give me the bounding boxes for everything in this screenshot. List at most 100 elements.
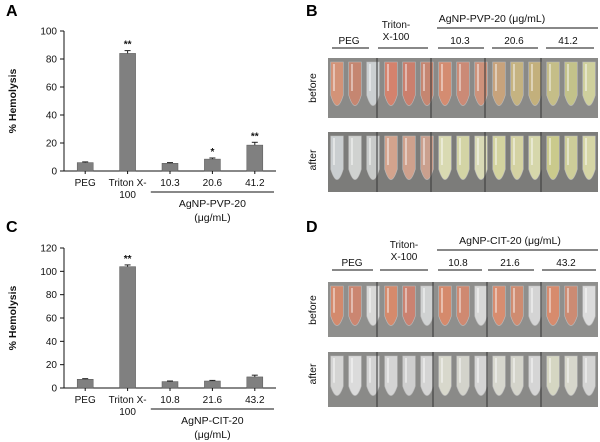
photo-b-tube-highlight	[332, 138, 335, 165]
photo-b-tube	[582, 135, 596, 180]
photo-b-tube-highlight	[476, 64, 479, 91]
chart-c-group-label: AgNP-CIT-20 (μg/mL)	[181, 415, 244, 441]
photo-d-tube-highlight	[458, 288, 461, 313]
photo-b-tube	[510, 61, 524, 106]
photo-d-tube-highlight	[530, 288, 533, 313]
photo-d-tube	[330, 355, 344, 396]
photo-d-tube-highlight	[332, 288, 335, 313]
photo-b-tube-highlight	[584, 64, 587, 91]
photo-b-tube-highlight	[512, 138, 515, 165]
photo-d-tube	[438, 355, 452, 396]
chart-a-bar	[204, 158, 221, 172]
photo-d-triton-label: Triton-X-100	[390, 240, 419, 263]
photo-d-tube	[384, 285, 398, 326]
photo-d-peg-label: PEG	[341, 258, 362, 269]
photo-d-tube	[402, 285, 416, 326]
chart-a-hemolysis-pvp: 0 20 40 60 80 100 % Hemolysis PEG ** Triton X-100…	[7, 27, 276, 224]
photo-b-tube-highlight	[332, 64, 335, 91]
photo-b-triton-label: Triton-X-100	[382, 20, 411, 43]
photo-b-tube-highlight	[494, 138, 497, 165]
chart-a-ylabel: % Hemolysis	[7, 68, 19, 133]
photo-b-tube-highlight	[386, 138, 389, 165]
photo-b-tube-highlight	[350, 138, 353, 165]
photo-d-conc-1: 10.8	[448, 258, 468, 269]
chart-c-ytick-label: 0	[51, 384, 57, 395]
photo-d-tube	[402, 355, 416, 396]
photo-b-tube-highlight	[566, 64, 569, 91]
chart-a-category-label: 41.2	[245, 178, 265, 189]
chart-a-ytick-label: 20	[46, 139, 58, 150]
chart-a-category-label: PEG	[75, 178, 96, 189]
chart-a-ytick-label: 80	[46, 55, 58, 66]
photo-d-group-divider	[486, 352, 488, 407]
photo-b-tube	[510, 135, 524, 180]
photo-d-tube-highlight	[404, 358, 407, 383]
photo-b-tube	[492, 135, 506, 180]
photo-d-header: AgNP-CIT-20 (μg/mL)	[459, 235, 561, 247]
photo-b-group-divider	[540, 58, 542, 118]
photo-d-tube	[456, 355, 470, 396]
photo-panel-d: AgNP-CIT-20 (μg/mL) Triton-X-100 PEG 10.…	[307, 235, 598, 435]
photo-b-tube-highlight	[476, 138, 479, 165]
chart-c-category-label: PEG	[75, 395, 96, 406]
photo-b-tube	[564, 135, 578, 180]
chart-c-ytick-label: 80	[46, 290, 58, 301]
chart-a-ytick-label: 60	[46, 83, 58, 94]
photo-b-tube-highlight	[566, 138, 569, 165]
photo-d-tube-highlight	[494, 358, 497, 383]
photo-d-tube-highlight	[476, 288, 479, 313]
photo-b-tube-highlight	[458, 138, 461, 165]
chart-c-bar	[204, 380, 221, 389]
photo-b-group-divider	[430, 58, 432, 118]
photo-d-tube-highlight	[476, 358, 479, 383]
photo-b-tube-highlight	[440, 64, 443, 91]
photo-b-tube	[348, 61, 362, 106]
photo-b-tube	[384, 61, 398, 106]
photo-d-tube	[438, 285, 452, 326]
photo-b-tube	[528, 61, 542, 106]
photo-d-group-divider	[376, 352, 378, 407]
panel-label-c: C	[6, 219, 18, 236]
photo-d-tube-highlight	[350, 288, 353, 313]
photo-b-tube	[582, 61, 596, 106]
photo-d-tube	[348, 285, 362, 326]
photo-d-tube-highlight	[512, 358, 515, 383]
photo-d-tube	[510, 355, 524, 396]
photo-d-group-divider	[376, 282, 378, 337]
photo-d-tube-highlight	[584, 358, 587, 383]
photo-b-tube	[384, 135, 398, 180]
photo-b-tube-highlight	[422, 64, 425, 91]
photo-b-tube	[456, 135, 470, 180]
chart-a-bar	[76, 162, 94, 172]
chart-a-bar	[246, 144, 264, 172]
chart-c-category-label: 21.6	[203, 395, 223, 406]
chart-a-bar	[161, 163, 179, 172]
photo-b-group-divider	[484, 58, 486, 118]
photo-b-tube-highlight	[494, 64, 497, 91]
photo-b-tube	[330, 135, 344, 180]
panel-label-d: D	[306, 219, 318, 236]
chart-c-ytick-label: 120	[40, 244, 57, 255]
photo-b-tube	[546, 135, 560, 180]
chart-a-category-label: 20.6	[203, 178, 223, 189]
photo-d-tube	[384, 355, 398, 396]
photo-b-tube-highlight	[548, 138, 551, 165]
chart-a-ytick-label: 100	[40, 27, 57, 38]
photo-d-tube	[492, 355, 506, 396]
photo-d-group-divider	[432, 352, 434, 407]
photo-d-group-divider	[540, 282, 542, 337]
chart-a-group-label: AgNP-PVP-20 (μg/mL)	[179, 198, 246, 224]
photo-b-tube-highlight	[386, 64, 389, 91]
photo-b-tube	[564, 61, 578, 106]
photo-d-tube	[546, 355, 560, 396]
photo-d-tube	[564, 285, 578, 326]
chart-c-bar	[76, 379, 94, 389]
chart-a-significance: **	[251, 131, 259, 142]
photo-d-tube-highlight	[548, 288, 551, 313]
chart-a-ytick-label: 40	[46, 111, 58, 122]
chart-c-ytick-label: 20	[46, 360, 58, 371]
photo-d-tube-highlight	[368, 358, 371, 383]
photo-d-tube-highlight	[566, 288, 569, 313]
chart-a-significance: *	[210, 147, 214, 158]
photo-d-tube-highlight	[512, 288, 515, 313]
